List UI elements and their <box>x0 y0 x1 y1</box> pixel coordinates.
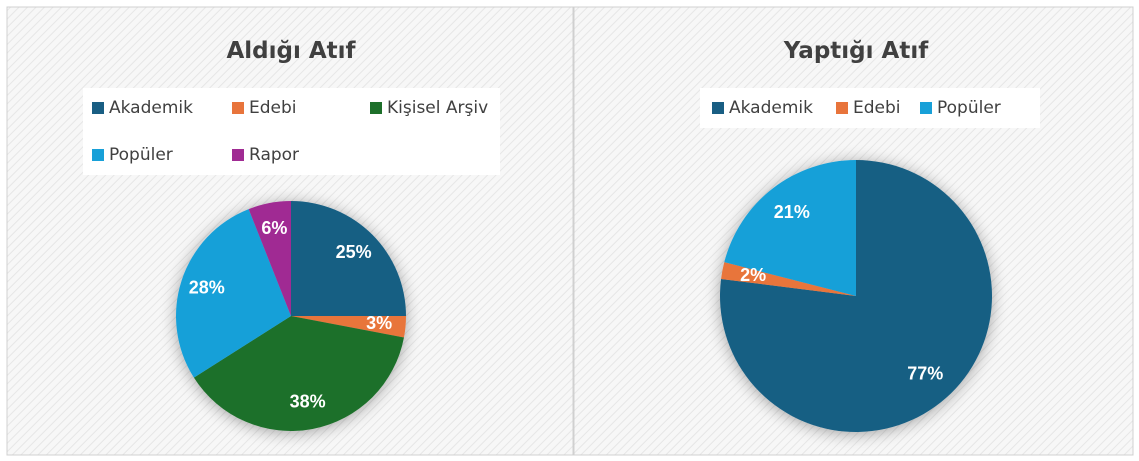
pie-slice <box>724 160 856 296</box>
legend-swatch <box>232 149 244 161</box>
chart-title: Yaptığı Atıf <box>783 38 929 64</box>
pie-slice <box>175 209 291 378</box>
legend-label: Edebi <box>249 98 297 118</box>
legend-label: Akademik <box>729 98 813 118</box>
data-label: 3% <box>366 313 392 333</box>
pie <box>719 160 993 433</box>
legend-label: Popüler <box>109 145 173 165</box>
data-label: 77% <box>907 363 943 383</box>
legend-box <box>700 88 1040 128</box>
data-label: 21% <box>774 202 810 222</box>
chart-title: Aldığı Atıf <box>226 38 356 64</box>
data-label: 25% <box>336 242 372 262</box>
legend-swatch <box>92 102 104 114</box>
legend-swatch <box>370 102 382 114</box>
pie <box>175 201 406 431</box>
legend-swatch <box>920 102 932 114</box>
data-label: 38% <box>290 392 326 412</box>
pie-slice <box>291 316 406 338</box>
legend-swatch <box>232 102 244 114</box>
legend-box <box>83 88 500 175</box>
data-label: 6% <box>261 218 287 238</box>
legend-label: Akademik <box>109 98 193 118</box>
pie-slice <box>248 201 291 316</box>
pie-slice <box>193 316 404 431</box>
legend-label: Popüler <box>937 98 1001 118</box>
legend-label: Kişisel Arşiv <box>387 98 488 118</box>
pie-slice <box>721 262 856 296</box>
legend-swatch <box>836 102 848 114</box>
legend-label: Rapor <box>249 145 299 165</box>
legend-swatch <box>712 102 724 114</box>
legend-swatch <box>92 149 104 161</box>
data-label: 28% <box>189 277 225 297</box>
legend-label: Edebi <box>853 98 901 118</box>
data-label: 2% <box>740 265 766 285</box>
pie-slice <box>291 201 406 316</box>
